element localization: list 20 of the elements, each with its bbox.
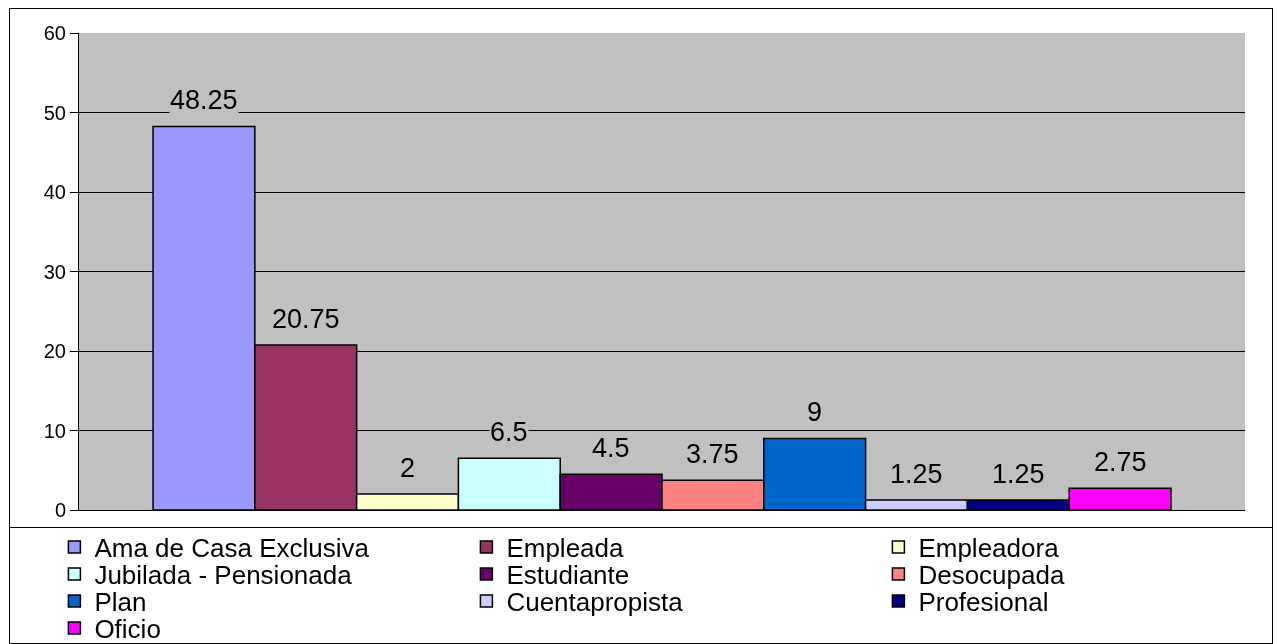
y-tick-label: 60 (43, 22, 66, 44)
data-label: 6.5 (490, 417, 528, 447)
data-label: 2.75 (1094, 447, 1147, 477)
y-tick-label: 50 (43, 101, 66, 124)
data-label: 2 (400, 453, 416, 483)
data-label: 48.25 (170, 85, 238, 115)
data-label: 3.75 (686, 439, 739, 469)
data-label: 20.75 (272, 304, 340, 334)
data-label: 1.25 (992, 459, 1045, 489)
y-tick-label: 20 (43, 340, 66, 362)
y-tick-label: 30 (43, 260, 66, 283)
legend-label: Cuentapropista (506, 587, 684, 618)
data-label: 4.5 (592, 433, 630, 463)
data-label: 1.25 (890, 459, 943, 489)
y-tick-label: 0 (54, 499, 66, 521)
y-tick-label: 10 (43, 419, 66, 442)
data-label: 9 (807, 397, 823, 427)
legend-label: Empleada (506, 533, 625, 564)
y-tick-label: 40 (43, 181, 66, 203)
legend-label: Empleadora (918, 533, 1060, 564)
